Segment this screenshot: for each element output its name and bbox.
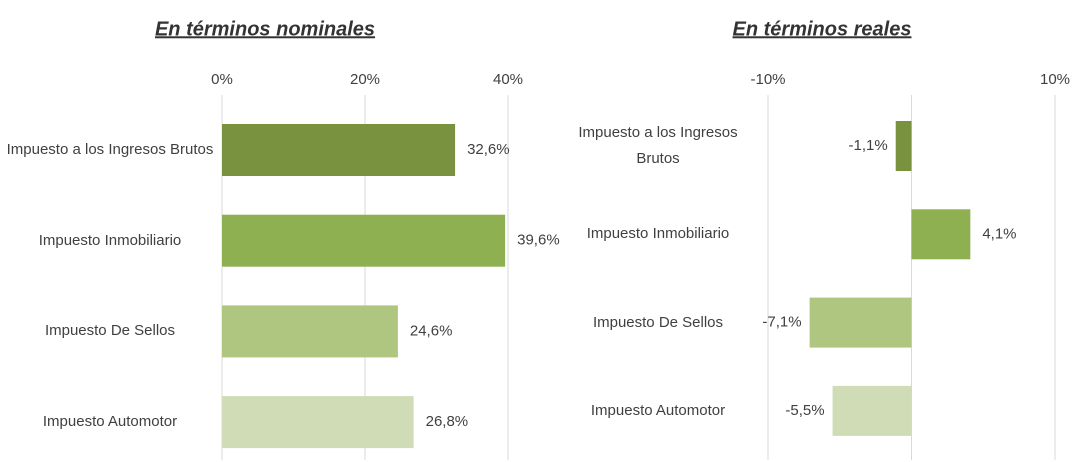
category-label-box: Impuesto Inmobiliario: [586, 225, 730, 243]
value-label: 4,1%: [982, 225, 1016, 242]
bar: [911, 209, 971, 260]
category-label-box: Impuesto a los Ingresos Brutos: [578, 124, 738, 167]
category-label-box: Impuesto a los Ingresos Brutos: [6, 141, 214, 158]
chart-title: En términos nominales: [155, 18, 375, 40]
x-tick-label: 20%: [350, 71, 380, 88]
category-label-box: Impuesto Automotor: [42, 413, 178, 431]
value-label: 24,6%: [410, 322, 453, 339]
category-label: Impuesto a los Ingresos Brutos: [6, 141, 214, 158]
x-tick-label: -10%: [750, 71, 785, 88]
category-label: Impuesto a los Ingresos Brutos: [578, 124, 738, 167]
bar: [222, 396, 414, 449]
bar: [809, 297, 912, 348]
x-tick-label: 40%: [493, 71, 523, 88]
category-label: Impuesto Inmobiliario: [38, 231, 182, 249]
bar: [222, 214, 506, 267]
value-label: -7,1%: [762, 314, 801, 331]
category-label-box: Impuesto Inmobiliario: [38, 231, 182, 249]
value-label: -5,5%: [785, 402, 824, 419]
category-label-box: Impuesto Automotor: [590, 401, 726, 419]
category-label: Impuesto Automotor: [42, 413, 178, 431]
chart-title: En términos reales: [733, 18, 912, 40]
x-tick-label: 10%: [1040, 71, 1070, 88]
bar: [222, 305, 398, 358]
category-label: Impuesto De Sellos: [592, 313, 724, 331]
value-label: 39,6%: [517, 232, 560, 249]
value-label: 32,6%: [467, 141, 510, 158]
category-label: Impuesto Automotor: [590, 401, 726, 419]
category-label: Impuesto Inmobiliario: [586, 225, 730, 243]
x-tick-label: 0%: [211, 71, 233, 88]
bar: [832, 385, 912, 436]
bar: [222, 124, 456, 176]
category-label-box: Impuesto De Sellos: [592, 313, 724, 331]
category-label-box: Impuesto De Sellos: [44, 322, 176, 340]
bar: [895, 121, 912, 171]
category-label: Impuesto De Sellos: [44, 322, 176, 340]
value-label: 26,8%: [426, 413, 469, 430]
value-label: -1,1%: [849, 137, 888, 154]
